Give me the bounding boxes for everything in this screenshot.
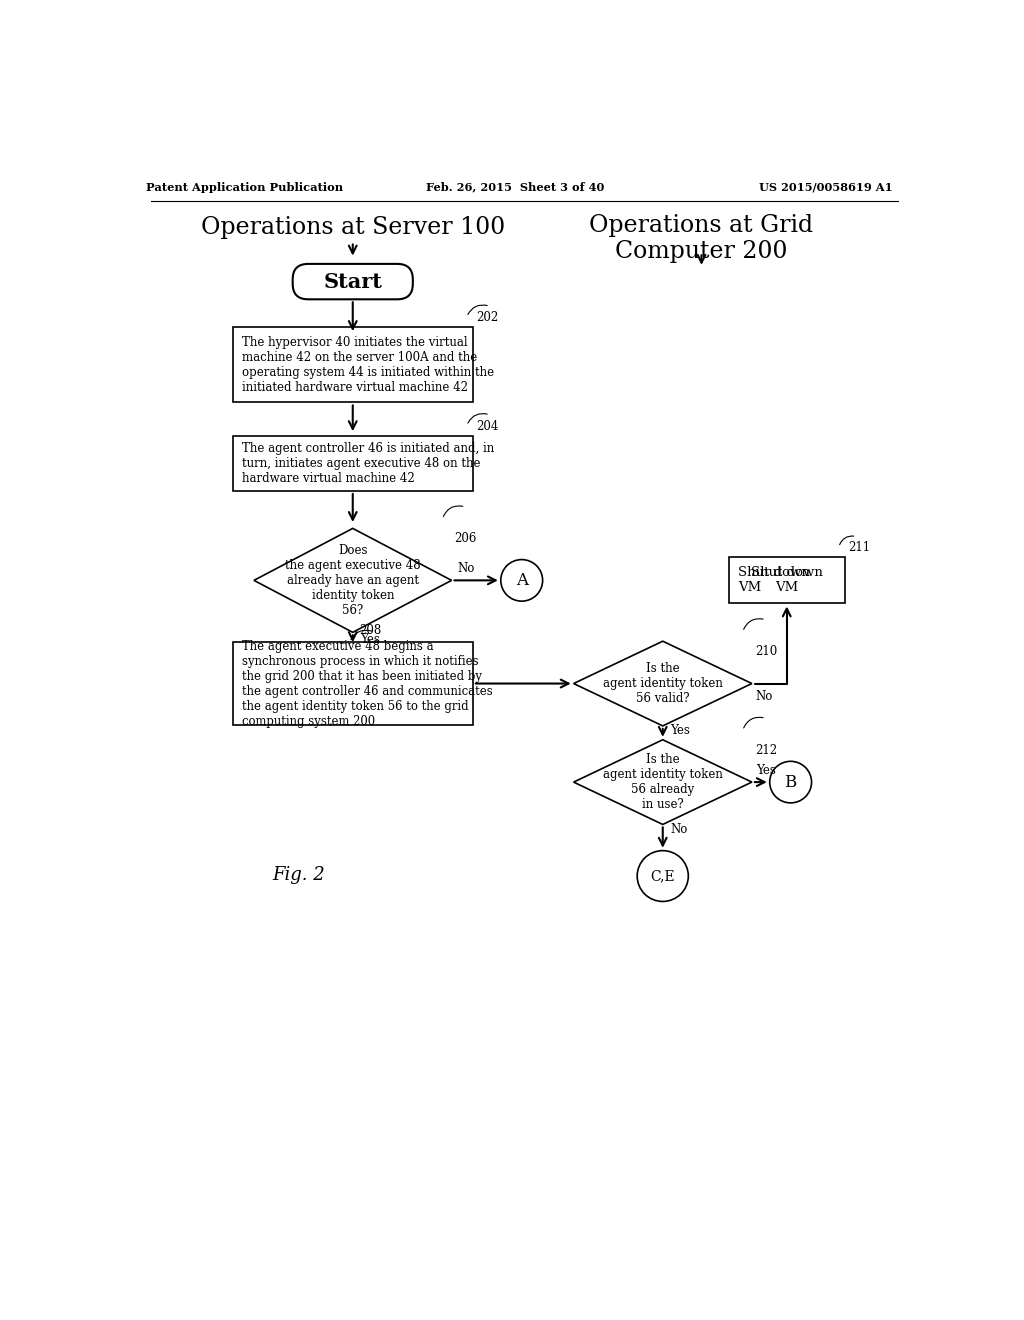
Text: Shut down
VM: Shut down VM xyxy=(738,566,810,594)
Bar xyxy=(729,557,845,603)
Bar xyxy=(232,327,473,403)
Polygon shape xyxy=(254,528,452,632)
Polygon shape xyxy=(573,642,752,726)
Text: Feb. 26, 2015  Sheet 3 of 40: Feb. 26, 2015 Sheet 3 of 40 xyxy=(426,182,605,193)
Text: Operations at Server 100: Operations at Server 100 xyxy=(201,216,505,239)
Text: B: B xyxy=(784,774,797,791)
Circle shape xyxy=(637,850,688,902)
Text: Operations at Grid
Computer 200: Operations at Grid Computer 200 xyxy=(590,214,813,264)
Text: 202: 202 xyxy=(476,312,499,323)
Text: Patent Application Publication: Patent Application Publication xyxy=(145,182,343,193)
Text: Is the
agent identity token
56 valid?: Is the agent identity token 56 valid? xyxy=(603,663,723,705)
Text: Start: Start xyxy=(324,272,382,292)
FancyBboxPatch shape xyxy=(293,264,413,300)
Polygon shape xyxy=(573,739,752,825)
Circle shape xyxy=(770,762,812,803)
Text: No: No xyxy=(756,689,773,702)
Text: 206: 206 xyxy=(455,532,477,545)
Text: Yes: Yes xyxy=(757,764,776,776)
Text: 210: 210 xyxy=(755,645,777,659)
Circle shape xyxy=(501,560,543,601)
Text: Does
the agent executive 48
already have an agent
identity token
56?: Does the agent executive 48 already have… xyxy=(285,544,421,616)
Bar xyxy=(232,436,473,491)
Text: 212: 212 xyxy=(755,743,777,756)
Text: US 2015/0058619 A1: US 2015/0058619 A1 xyxy=(759,182,892,193)
Text: Fig. 2: Fig. 2 xyxy=(272,866,325,883)
Text: The agent controller 46 is initiated and, in
turn, initiates agent executive 48 : The agent controller 46 is initiated and… xyxy=(242,442,495,484)
Bar xyxy=(232,642,473,725)
Text: No: No xyxy=(671,822,688,836)
Text: Yes: Yes xyxy=(360,634,380,647)
Text: The agent executive 48 begins a
synchronous process in which it notifies
the gri: The agent executive 48 begins a synchron… xyxy=(242,640,493,727)
Text: Yes: Yes xyxy=(671,725,690,738)
Text: The hypervisor 40 initiates the virtual
machine 42 on the server 100A and the
op: The hypervisor 40 initiates the virtual … xyxy=(242,335,494,393)
Text: Shut down
VM: Shut down VM xyxy=(751,566,822,594)
Text: A: A xyxy=(516,572,527,589)
Text: Is the
agent identity token
56 already
in use?: Is the agent identity token 56 already i… xyxy=(603,754,723,810)
Text: 208: 208 xyxy=(359,624,381,638)
Text: No: No xyxy=(458,562,475,576)
Text: 211: 211 xyxy=(848,541,870,554)
Text: 204: 204 xyxy=(476,420,499,433)
Text: C,E: C,E xyxy=(650,869,675,883)
